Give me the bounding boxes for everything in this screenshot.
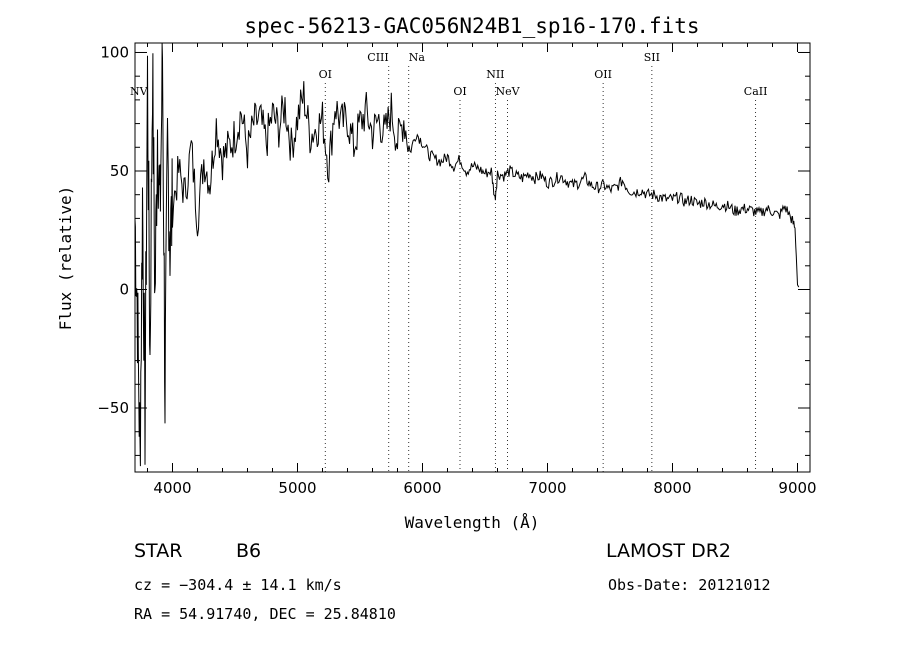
emission-line-markers: NV OI CIII Na OI NII NeV OII SII CaII [130, 51, 768, 472]
line-marker-label: SII [644, 51, 660, 64]
line-marker-label: CaII [744, 85, 768, 98]
x-tick-label: 9000 [778, 479, 816, 497]
x-tick-label: 7000 [528, 479, 566, 497]
y-axis-label: Flux (relative) [56, 186, 75, 331]
line-marker-label: Na [409, 51, 426, 64]
object-subclass: B6 [236, 540, 262, 562]
spectrum-line [134, 42, 800, 467]
y-tick-label: 50 [110, 162, 129, 180]
line-marker-label: OI [319, 68, 332, 81]
axis-tick-labels: 4000 5000 6000 7000 8000 9000 −50 0 50 100 [97, 43, 816, 497]
object-class: STAR [134, 540, 183, 562]
x-tick-label: 5000 [278, 479, 316, 497]
survey-name: LAMOST DR2 [606, 540, 731, 562]
line-marker-label: CIII [367, 51, 388, 64]
line-marker-label: OII [594, 68, 612, 81]
plot-frame [134, 42, 811, 473]
x-tick-label: 6000 [403, 479, 441, 497]
coordinates: RA = 54.91740, DEC = 25.84810 [134, 605, 396, 623]
x-tick-label: 4000 [153, 479, 191, 497]
x-axis-label: Wavelength (Å) [405, 513, 540, 532]
line-marker-label: NV [130, 85, 149, 98]
y-tick-label: 0 [119, 280, 129, 298]
redshift-cz: cz = −304.4 ± 14.1 km/s [134, 576, 342, 594]
x-tick-label: 8000 [653, 479, 691, 497]
line-marker-label: NII [486, 68, 504, 81]
line-marker-label: OI [453, 85, 466, 98]
chart-title: spec-56213-GAC056N24B1_sp16-170.fits [244, 14, 699, 38]
y-tick-label: −50 [97, 399, 129, 417]
observation-date: Obs-Date: 20121012 [608, 576, 771, 594]
y-tick-label: 100 [100, 43, 129, 61]
axis-ticks [135, 43, 810, 472]
spectrum-series [134, 42, 800, 467]
line-marker-label: NeV [495, 85, 520, 98]
